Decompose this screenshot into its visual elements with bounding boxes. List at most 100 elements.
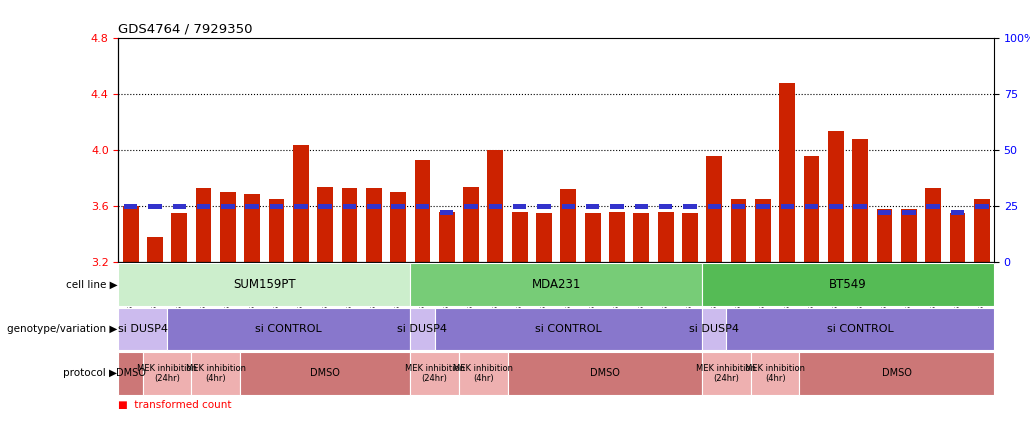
Bar bbox=[414, 160, 431, 262]
Text: genotype/variation ▶: genotype/variation ▶ bbox=[7, 324, 117, 334]
Bar bbox=[269, 199, 284, 262]
Bar bbox=[124, 204, 137, 209]
Bar bbox=[708, 204, 721, 209]
Bar bbox=[245, 204, 259, 209]
Bar bbox=[756, 204, 769, 209]
Bar bbox=[974, 199, 990, 262]
Text: BT549: BT549 bbox=[829, 278, 867, 291]
Text: MEK inhibition
(24hr): MEK inhibition (24hr) bbox=[137, 364, 197, 383]
Bar bbox=[781, 204, 794, 209]
Bar bbox=[487, 150, 504, 262]
Bar bbox=[439, 212, 454, 262]
Bar bbox=[901, 209, 917, 262]
Bar bbox=[611, 204, 624, 209]
Bar bbox=[609, 212, 625, 262]
Bar bbox=[464, 187, 479, 262]
Text: MDA231: MDA231 bbox=[531, 278, 581, 291]
Bar bbox=[780, 83, 795, 262]
Text: DMSO: DMSO bbox=[882, 368, 912, 378]
Bar bbox=[852, 139, 868, 262]
Bar bbox=[512, 212, 527, 262]
FancyBboxPatch shape bbox=[435, 308, 702, 350]
Text: ■  transformed count: ■ transformed count bbox=[118, 400, 232, 410]
Text: DMSO: DMSO bbox=[115, 368, 145, 378]
Text: si CONTROL: si CONTROL bbox=[827, 324, 894, 334]
Bar bbox=[221, 204, 235, 209]
FancyBboxPatch shape bbox=[702, 263, 994, 306]
Bar bbox=[975, 204, 989, 209]
Bar bbox=[707, 156, 722, 262]
Bar bbox=[391, 204, 405, 209]
FancyBboxPatch shape bbox=[118, 263, 410, 306]
Bar bbox=[416, 204, 430, 209]
Bar bbox=[537, 213, 552, 262]
Bar bbox=[343, 204, 356, 209]
Bar bbox=[732, 204, 746, 209]
Bar bbox=[367, 204, 380, 209]
Bar bbox=[585, 213, 600, 262]
Bar bbox=[950, 213, 965, 262]
Bar bbox=[854, 204, 867, 209]
Bar bbox=[633, 213, 649, 262]
FancyBboxPatch shape bbox=[459, 352, 508, 395]
Text: MEK inhibition
(24hr): MEK inhibition (24hr) bbox=[405, 364, 465, 383]
Bar bbox=[586, 204, 599, 209]
Bar bbox=[878, 210, 891, 215]
FancyBboxPatch shape bbox=[118, 352, 143, 395]
Text: protocol ▶: protocol ▶ bbox=[63, 368, 117, 378]
Text: SUM159PT: SUM159PT bbox=[233, 278, 296, 291]
Bar bbox=[440, 210, 453, 215]
Bar bbox=[220, 192, 236, 262]
Bar bbox=[560, 190, 576, 262]
Bar bbox=[173, 204, 186, 209]
FancyBboxPatch shape bbox=[240, 352, 410, 395]
FancyBboxPatch shape bbox=[118, 308, 167, 350]
Bar bbox=[682, 213, 698, 262]
Text: si DUSP4: si DUSP4 bbox=[689, 324, 740, 334]
Text: DMSO: DMSO bbox=[590, 368, 620, 378]
FancyBboxPatch shape bbox=[192, 352, 240, 395]
Bar bbox=[925, 188, 941, 262]
Bar bbox=[658, 212, 674, 262]
Text: GDS4764 / 7929350: GDS4764 / 7929350 bbox=[118, 22, 253, 36]
Bar bbox=[318, 204, 332, 209]
Bar bbox=[197, 204, 210, 209]
FancyBboxPatch shape bbox=[143, 352, 192, 395]
Bar bbox=[488, 204, 502, 209]
Bar bbox=[730, 199, 747, 262]
FancyBboxPatch shape bbox=[799, 352, 994, 395]
Bar bbox=[293, 145, 309, 262]
Bar bbox=[926, 204, 939, 209]
FancyBboxPatch shape bbox=[702, 308, 726, 350]
Text: si CONTROL: si CONTROL bbox=[535, 324, 602, 334]
Bar bbox=[148, 204, 162, 209]
Text: si CONTROL: si CONTROL bbox=[255, 324, 322, 334]
Bar bbox=[561, 204, 575, 209]
Bar bbox=[270, 204, 283, 209]
Bar bbox=[659, 204, 673, 209]
FancyBboxPatch shape bbox=[410, 263, 702, 306]
Bar bbox=[366, 188, 382, 262]
Text: MEK inhibition
(4hr): MEK inhibition (4hr) bbox=[745, 364, 805, 383]
Bar bbox=[803, 156, 820, 262]
Text: si DUSP4: si DUSP4 bbox=[398, 324, 447, 334]
Bar bbox=[902, 210, 916, 215]
FancyBboxPatch shape bbox=[410, 352, 459, 395]
Bar bbox=[317, 187, 333, 262]
FancyBboxPatch shape bbox=[702, 352, 751, 395]
Bar bbox=[171, 213, 187, 262]
FancyBboxPatch shape bbox=[410, 308, 435, 350]
FancyBboxPatch shape bbox=[508, 352, 702, 395]
Bar bbox=[147, 237, 163, 262]
FancyBboxPatch shape bbox=[726, 308, 994, 350]
Bar bbox=[342, 188, 357, 262]
Bar bbox=[196, 188, 211, 262]
Text: DMSO: DMSO bbox=[310, 368, 340, 378]
Bar bbox=[755, 199, 770, 262]
Bar bbox=[513, 204, 526, 209]
Bar bbox=[295, 204, 308, 209]
Bar bbox=[951, 210, 964, 215]
Bar bbox=[683, 204, 696, 209]
FancyBboxPatch shape bbox=[167, 308, 410, 350]
FancyBboxPatch shape bbox=[751, 352, 799, 395]
